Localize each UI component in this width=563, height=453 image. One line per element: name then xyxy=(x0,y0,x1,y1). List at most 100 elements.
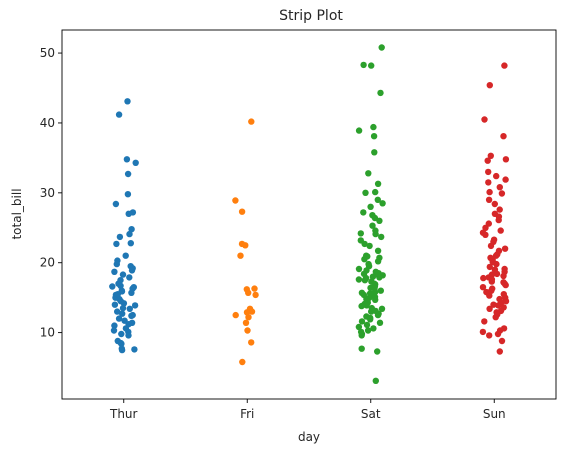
point-thur xyxy=(115,315,123,322)
point-sat xyxy=(367,203,374,210)
point-sat xyxy=(369,222,376,229)
point-sat xyxy=(370,325,377,332)
point-sat xyxy=(378,305,386,312)
y-tick-label: 20 xyxy=(40,256,55,270)
point-sat xyxy=(376,274,383,281)
point-sat xyxy=(376,217,383,224)
point-sun xyxy=(496,348,503,355)
point-sun xyxy=(488,278,495,285)
point-thur xyxy=(125,332,132,339)
point-sun xyxy=(495,216,502,224)
point-sun xyxy=(484,157,491,164)
point-sat xyxy=(374,196,381,203)
point-sat xyxy=(366,290,374,297)
point-sun xyxy=(487,152,494,159)
point-fri xyxy=(238,208,246,215)
point-sat xyxy=(374,311,382,319)
point-fri xyxy=(245,314,252,321)
point-sun xyxy=(488,287,495,294)
point-sun xyxy=(479,284,487,291)
point-sun xyxy=(485,196,493,203)
point-sat xyxy=(370,123,377,131)
point-sat xyxy=(372,188,379,196)
point-sat xyxy=(358,302,365,310)
point-thur xyxy=(122,252,129,259)
point-fri xyxy=(248,118,255,125)
point-sun xyxy=(481,318,488,325)
point-sun xyxy=(486,305,493,312)
point-fri xyxy=(242,242,249,249)
point-thur xyxy=(128,226,135,233)
point-thur xyxy=(124,191,132,198)
point-sun xyxy=(485,179,492,186)
point-sun xyxy=(486,292,493,299)
point-sat xyxy=(362,189,369,196)
point-fri xyxy=(248,308,256,315)
x-tick-label-sun: Sun xyxy=(483,407,506,421)
point-sat xyxy=(369,273,377,280)
point-sat xyxy=(376,319,384,326)
x-tick-label-thur: Thur xyxy=(109,407,138,421)
y-axis: 10 20 30 40 50 xyxy=(40,46,62,340)
point-sun xyxy=(500,279,507,286)
point-sat xyxy=(361,277,369,284)
point-thur xyxy=(126,274,133,281)
point-sat xyxy=(378,233,385,241)
point-sat xyxy=(372,230,379,238)
point-sat xyxy=(363,321,371,329)
point-sun xyxy=(500,133,507,140)
point-sun xyxy=(487,242,495,250)
point-sun xyxy=(498,337,506,345)
point-sat xyxy=(355,127,363,134)
point-thur xyxy=(126,230,133,238)
point-sun xyxy=(501,62,508,69)
point-sat xyxy=(358,345,365,352)
point-sat xyxy=(360,61,367,69)
point-sat xyxy=(379,200,386,207)
point-thur xyxy=(113,240,120,248)
data-points xyxy=(109,44,510,384)
y-tick-label: 50 xyxy=(40,46,55,60)
point-thur xyxy=(125,210,132,217)
point-sun xyxy=(480,274,487,282)
point-sun xyxy=(502,176,509,183)
point-sat xyxy=(357,230,364,237)
point-sun xyxy=(485,168,492,176)
point-thur xyxy=(128,267,136,274)
point-thur xyxy=(128,312,135,319)
y-tick-label: 40 xyxy=(40,116,55,130)
point-thur xyxy=(109,283,116,290)
x-axis-label: day xyxy=(298,430,320,444)
point-thur xyxy=(120,300,128,307)
point-sun xyxy=(500,272,507,280)
point-thur xyxy=(116,233,124,241)
point-thur xyxy=(119,271,127,278)
point-fri xyxy=(239,358,246,366)
point-sun xyxy=(482,231,489,238)
point-sun xyxy=(482,224,489,231)
point-sat xyxy=(368,308,375,315)
point-sun xyxy=(493,172,500,180)
point-thur xyxy=(118,330,125,338)
point-fri xyxy=(242,319,250,326)
point-sat xyxy=(374,180,382,187)
point-sat xyxy=(363,302,370,309)
point-thur xyxy=(119,310,126,317)
point-thur xyxy=(112,200,120,208)
point-sat xyxy=(371,149,378,156)
x-tick-label-fri: Fri xyxy=(240,407,254,421)
point-sun xyxy=(486,263,493,271)
point-sat xyxy=(374,258,382,265)
point-sat xyxy=(370,133,378,140)
point-thur xyxy=(126,305,133,312)
point-thur xyxy=(124,98,131,105)
point-fri xyxy=(237,252,244,259)
point-sun xyxy=(498,190,506,197)
point-sun xyxy=(502,298,510,305)
x-tick-label-sat: Sat xyxy=(361,407,381,421)
point-thur xyxy=(118,340,125,347)
point-fri xyxy=(245,289,252,296)
y-axis-label: total_bill xyxy=(10,188,24,239)
point-thur xyxy=(114,308,121,315)
point-sat xyxy=(372,296,379,303)
